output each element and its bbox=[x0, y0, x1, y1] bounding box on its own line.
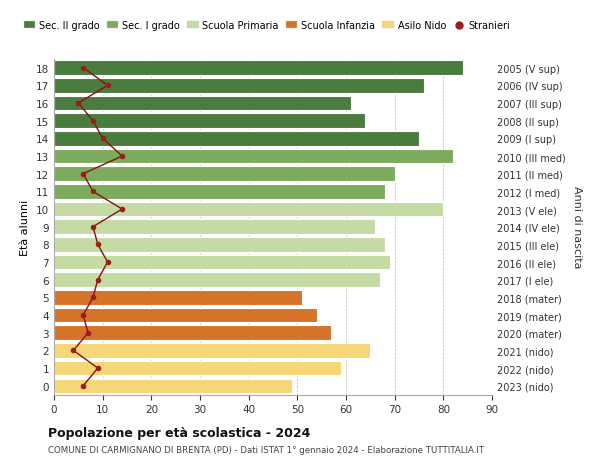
Y-axis label: Età alunni: Età alunni bbox=[20, 199, 31, 255]
Y-axis label: Anni di nascita: Anni di nascita bbox=[572, 186, 582, 269]
Bar bbox=[54, 96, 351, 111]
Bar bbox=[54, 343, 370, 358]
Bar bbox=[54, 361, 341, 375]
Bar bbox=[54, 308, 317, 323]
Text: COMUNE DI CARMIGNANO DI BRENTA (PD) - Dati ISTAT 1° gennaio 2024 - Elaborazione : COMUNE DI CARMIGNANO DI BRENTA (PD) - Da… bbox=[48, 445, 484, 454]
Bar bbox=[54, 291, 302, 305]
Bar bbox=[54, 114, 365, 129]
Bar bbox=[54, 132, 419, 146]
Bar bbox=[54, 326, 331, 340]
Bar bbox=[54, 150, 453, 164]
Bar bbox=[54, 167, 395, 181]
Bar bbox=[54, 61, 463, 76]
Bar bbox=[54, 273, 380, 287]
Bar bbox=[54, 220, 375, 235]
Bar bbox=[54, 185, 385, 199]
Legend: Sec. II grado, Sec. I grado, Scuola Primaria, Scuola Infanzia, Asilo Nido, Stran: Sec. II grado, Sec. I grado, Scuola Prim… bbox=[24, 21, 510, 31]
Bar bbox=[54, 238, 385, 252]
Bar bbox=[54, 379, 292, 393]
Bar bbox=[54, 202, 443, 217]
Bar bbox=[54, 255, 390, 270]
Bar bbox=[54, 79, 424, 93]
Text: Popolazione per età scolastica - 2024: Popolazione per età scolastica - 2024 bbox=[48, 426, 310, 439]
